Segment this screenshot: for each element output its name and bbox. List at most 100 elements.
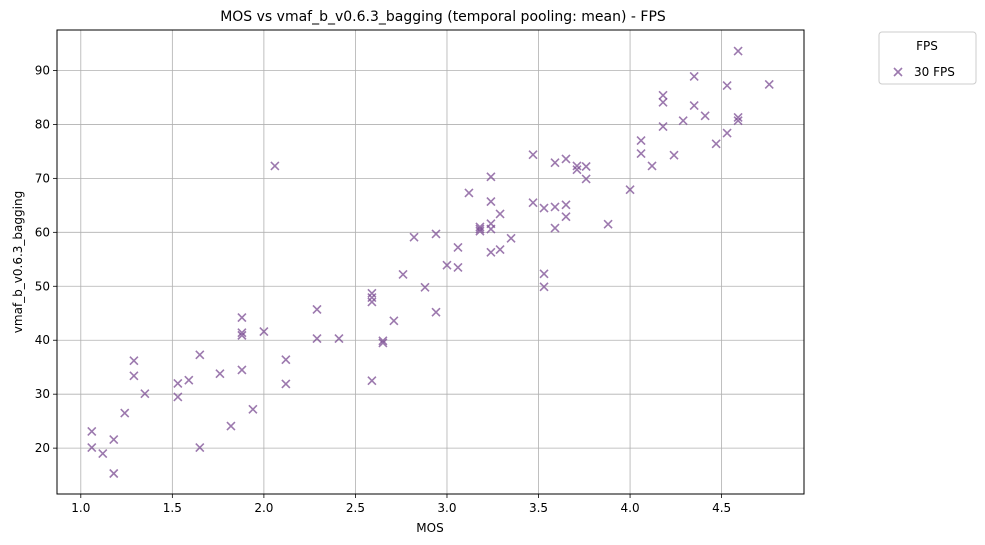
data-point-marker — [270, 161, 280, 171]
chart-title: MOS vs vmaf_b_v0.6.3_bagging (temporal p… — [220, 9, 666, 25]
data-point-marker — [140, 389, 150, 399]
data-point-marker — [215, 369, 225, 379]
data-point-marker — [312, 304, 322, 315]
x-tick-label: 2.0 — [254, 501, 273, 515]
data-point-marker — [636, 136, 646, 146]
data-point-marker — [572, 165, 582, 175]
data-point-marker — [453, 242, 463, 252]
data-point-marker — [658, 122, 668, 132]
y-axis-label: vmaf_b_v0.6.3_bagging — [11, 191, 25, 333]
y-tick-label: 40 — [35, 333, 50, 347]
data-point-marker — [87, 426, 97, 436]
data-point-marker — [120, 408, 130, 418]
data-point-marker — [581, 174, 591, 184]
data-point-marker — [195, 350, 205, 360]
data-point-marker — [367, 297, 377, 307]
data-point-marker — [550, 202, 560, 212]
data-point-marker — [603, 219, 613, 229]
y-tick-label: 80 — [35, 117, 50, 131]
data-point-marker — [173, 378, 183, 388]
x-tick-label: 1.0 — [71, 501, 90, 515]
data-point-marker — [636, 148, 646, 159]
data-point-marker — [184, 375, 194, 385]
y-tick-label: 30 — [35, 387, 50, 401]
data-point-marker — [495, 209, 505, 219]
data-point-marker — [528, 150, 538, 160]
data-point-marker — [625, 185, 635, 195]
data-point-marker — [237, 330, 247, 340]
data-point-marker — [237, 365, 247, 375]
data-point-marker — [711, 139, 721, 149]
legend-marker-icon — [893, 67, 903, 77]
x-axis-ticks: 1.0 1.5 2.0 2.5 3.0 3.5 4.0 4.5 — [71, 494, 731, 515]
data-point-marker — [581, 161, 591, 172]
data-point-marker — [464, 188, 474, 198]
data-point-marker — [678, 116, 688, 126]
y-axis-ticks: 20 30 40 50 60 70 80 90 — [35, 63, 57, 455]
data-point-marker — [442, 260, 452, 270]
data-point-marker — [572, 161, 582, 171]
data-point-marker — [722, 128, 732, 138]
data-point-marker — [647, 161, 657, 171]
x-tick-label: 2.5 — [346, 501, 365, 515]
y-tick-label: 70 — [35, 171, 50, 185]
data-point-marker — [129, 371, 139, 381]
data-point-marker — [486, 197, 496, 207]
data-point-marker — [550, 223, 560, 233]
data-point-marker — [334, 334, 344, 344]
data-point-marker — [378, 336, 388, 346]
data-point-marker — [378, 338, 388, 348]
plot-frame — [56, 29, 805, 495]
data-point-marker — [248, 404, 258, 414]
data-point-marker — [109, 468, 119, 479]
data-point-marker — [764, 79, 774, 90]
data-point-marker — [226, 421, 236, 431]
y-tick-label: 60 — [35, 225, 50, 239]
data-point-marker — [561, 212, 571, 222]
data-point-marker — [689, 100, 699, 111]
y-tick-label: 20 — [35, 441, 50, 455]
data-point-marker — [539, 269, 549, 279]
data-point-marker — [733, 116, 743, 126]
x-axis-label: MOS — [416, 521, 443, 535]
data-point-marker — [486, 172, 496, 182]
x-tick-label: 3.5 — [529, 501, 548, 515]
data-point-marker — [733, 46, 743, 56]
data-point-marker — [475, 226, 485, 236]
x-tick-label: 1.5 — [163, 501, 182, 515]
data-point-marker — [689, 71, 699, 81]
x-tick-label: 3.0 — [437, 501, 456, 515]
x-tick-label: 4.0 — [621, 501, 640, 515]
data-point-marker — [722, 81, 732, 91]
data-point-marker — [539, 203, 549, 213]
data-point-marker — [453, 262, 463, 272]
data-points — [87, 46, 774, 479]
data-point-marker — [506, 233, 516, 243]
y-tick-label: 50 — [35, 279, 50, 293]
legend-entry-label: 30 FPS — [914, 65, 955, 79]
legend-box — [878, 31, 977, 85]
data-point-marker — [431, 307, 441, 317]
legend-x-marker — [893, 67, 903, 77]
data-point-marker — [312, 334, 322, 344]
data-point-marker — [389, 316, 399, 326]
data-point-marker — [281, 379, 291, 389]
data-point-marker — [109, 434, 119, 445]
data-point-marker — [195, 443, 205, 453]
data-point-marker — [129, 356, 139, 366]
data-point-marker — [561, 154, 571, 164]
data-point-marker — [420, 282, 430, 292]
data-point-marker — [658, 90, 668, 100]
data-point-marker — [98, 448, 108, 459]
legend-title: FPS — [916, 39, 938, 53]
data-point-marker — [409, 232, 419, 242]
data-point-marker — [259, 327, 269, 337]
data-point-marker — [173, 392, 183, 402]
data-point-marker — [281, 355, 291, 365]
data-point-marker — [367, 376, 377, 386]
data-point-marker — [87, 443, 97, 453]
data-point-marker — [495, 245, 505, 255]
grid-lines — [57, 30, 804, 494]
data-point-marker — [398, 269, 408, 279]
